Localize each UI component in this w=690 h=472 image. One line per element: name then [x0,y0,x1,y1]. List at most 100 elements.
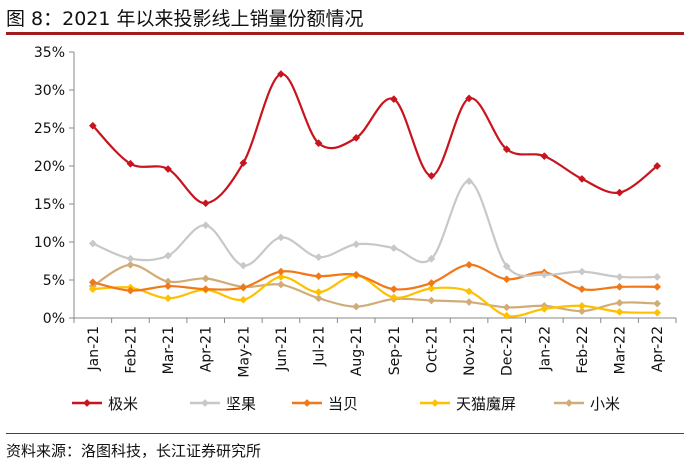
y-tick-label: 25% [34,121,65,137]
data-point [502,275,511,284]
data-point [126,159,135,168]
data-point [427,254,436,263]
series-坚果 [88,177,662,281]
chart-axes: 0% 5% 10% 15% 20% 25% 30% 35% Jan-21 Feb-21 Mar-21… [34,45,677,378]
legend-label: 坚果 [226,395,256,413]
legend-marker [83,399,91,407]
data-point [427,279,436,287]
legend-marker [303,399,311,407]
chart-legend: 极米 坚果 当贝 天猫魔屏 小米 [72,395,620,413]
data-point [352,270,361,279]
data-point [427,296,436,305]
x-tick-label: Mar-22 [613,326,629,374]
source-note: 资料来源：洛图科技，长江证券研究所 [6,442,262,460]
data-point [314,288,323,297]
data-point [239,295,248,304]
data-point [577,267,586,276]
data-point [389,293,398,302]
data-point [164,282,173,291]
legend-item: 坚果 [190,395,256,413]
data-point [201,221,210,230]
y-tick-label: 10% [34,235,65,251]
data-point [126,286,135,295]
data-point [502,311,511,320]
x-tick-label: Oct-21 [424,326,440,373]
legend-marker [201,399,209,407]
data-point [314,139,323,148]
line-chart: 0% 5% 10% 15% 20% 25% 30% 35% Jan-21 Feb-21 Mar-21… [34,45,677,413]
data-point [427,284,436,293]
x-tick-label: Jan-22 [537,326,553,371]
data-point [465,177,474,186]
data-point [540,304,549,313]
x-tick-label: Mar-21 [161,326,177,374]
y-tick-label: 0% [43,311,65,327]
data-point [389,95,398,104]
series-layer [88,70,662,320]
data-point [577,307,586,316]
data-point [427,171,436,180]
data-point [201,199,210,208]
y-tick-label: 20% [34,159,65,175]
data-point [389,285,398,294]
data-point [653,308,662,317]
data-point [314,253,323,262]
data-point [88,239,97,248]
data-point [465,287,474,296]
data-point [201,274,210,283]
legend-item: 小米 [554,395,620,413]
data-point [465,94,474,103]
legend-marker [431,399,439,407]
data-point [615,273,624,281]
x-tick-label: Jul-21 [312,326,328,367]
x-tick-label: Dec-21 [500,326,516,376]
x-tick-label: Apr-21 [199,326,215,372]
series-line [92,263,658,313]
x-tick-label: Jun-21 [274,326,290,372]
legend-item: 天猫魔屏 [420,395,516,413]
data-point [352,240,361,249]
series-line [92,274,658,318]
data-point [276,70,285,78]
y-tick-label: 30% [34,83,65,99]
series-当贝 [88,260,662,295]
series-极米 [88,70,662,208]
data-point [239,261,248,270]
data-point [201,285,210,294]
data-point [88,121,97,130]
data-point [164,294,173,303]
data-point [502,303,511,312]
data-point [577,285,586,294]
data-point [276,233,285,242]
data-point [653,273,662,281]
legend-label: 天猫魔屏 [456,395,516,413]
data-point [276,273,285,281]
data-point [239,159,248,167]
data-point [540,152,549,161]
x-tick-label: Aug-21 [349,326,365,376]
y-tick-label: 35% [34,45,65,61]
data-point [352,302,361,311]
data-point [164,165,173,173]
data-point [577,301,586,310]
data-point [126,260,135,269]
series-line [92,180,658,279]
data-point [126,254,135,263]
data-point [88,285,97,294]
data-point [276,280,285,289]
legend-item: 极米 [72,395,138,413]
data-point [164,251,173,260]
series-line [92,72,658,205]
data-point [502,262,511,271]
title-rule [6,32,684,35]
x-tick-label: Sep-21 [387,326,403,375]
data-point [389,244,398,253]
legend-label: 当贝 [328,395,358,413]
data-point [577,174,586,183]
data-point [653,162,662,170]
chart-title: 图 8：2021 年以来投影线上销量份额情况 [6,8,364,30]
series-天猫魔屏 [88,271,662,320]
data-point [615,282,624,291]
legend-label: 极米 [108,395,138,413]
data-point [615,188,624,197]
